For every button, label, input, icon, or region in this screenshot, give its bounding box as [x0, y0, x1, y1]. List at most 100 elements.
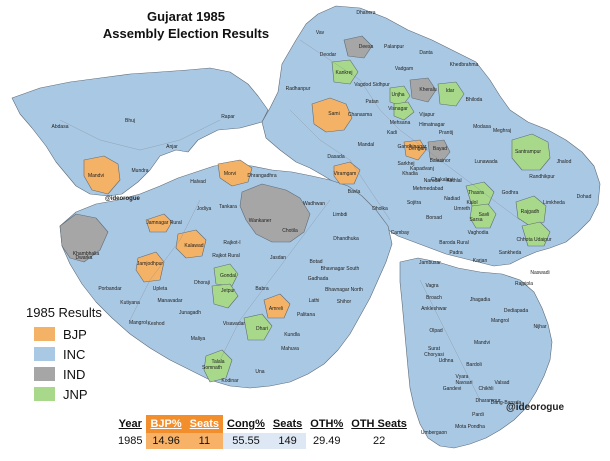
- constituency-label: Jhagadia: [470, 297, 491, 303]
- cell-oth-pct: 29.49: [313, 435, 341, 447]
- constituency-label: Maliya: [191, 336, 206, 342]
- legend-item-ind: IND: [34, 364, 102, 384]
- constituency-label: Vaghodia: [468, 230, 489, 236]
- constituency-label: Jodiya: [197, 206, 212, 212]
- watermark-large: @ideorogue: [506, 402, 565, 413]
- constituency-label: Gondal: [220, 273, 236, 279]
- constituency-label: Viramgam: [334, 171, 357, 177]
- constituency-label: Chakalasi: [431, 177, 453, 183]
- cell-cong-pct: 55.55: [223, 433, 269, 449]
- constituency-label: Prantij: [439, 130, 453, 136]
- constituency-jamjodhpur: [135, 251, 165, 283]
- constituency-label: Choryasi: [424, 352, 444, 358]
- cell-oth-seats: 22: [372, 435, 386, 447]
- constituency-amreli: [263, 293, 291, 319]
- constituency-label: Morvi: [224, 171, 236, 177]
- constituency-label: Chikhli: [478, 386, 493, 392]
- constituency-label: Lunawada: [474, 159, 497, 165]
- legend-item-bjp: BJP: [34, 324, 102, 344]
- results-header-row: Year BJP% Seats Cong% Seats OTH% OTH Sea…: [114, 415, 411, 433]
- constituency-label: Junagadh: [179, 310, 201, 316]
- constituency-label: Anjar: [166, 144, 178, 150]
- constituency-label: Navsari: [456, 380, 473, 386]
- constituency-label: Visnagar: [388, 106, 408, 112]
- constituency-label: Kankrej: [336, 70, 353, 76]
- constituency-label: Dediapada: [504, 308, 528, 314]
- constituency-label: Udhna: [439, 358, 454, 364]
- watermark-small: @ideorogue: [105, 196, 140, 202]
- constituency-label: Dasada: [327, 154, 344, 160]
- constituency-bayad: [427, 139, 451, 163]
- constituency-label: Thasra: [468, 190, 484, 196]
- constituency-label: Dhoraji: [194, 280, 210, 286]
- constituency-label: Kheralu: [419, 87, 436, 93]
- legend-item-jnp: JNP: [34, 384, 102, 404]
- constituency-label: Una: [255, 369, 264, 375]
- constituency-morvi: [217, 159, 253, 187]
- constituency-wankaner: [239, 183, 311, 243]
- constituency-label: Rapar: [221, 114, 235, 120]
- constituency-label: Vagra: [426, 283, 439, 289]
- constituency-label: Abdasa: [52, 124, 69, 130]
- constituency-label: Mangrol: [491, 318, 509, 324]
- cell-cong-seats: 149: [268, 433, 307, 449]
- legend: 1985 Results BJP INC IND JNP: [26, 305, 102, 404]
- constituency-label: Vav: [316, 30, 325, 36]
- constituency-label: Randhikpur: [529, 174, 555, 180]
- constituency-label: Kapadvanj: [410, 166, 434, 172]
- constituency-label: Baroda Rural: [439, 240, 468, 246]
- constituency-label: Jasdan: [270, 255, 286, 261]
- constituency-label: Visavadar: [223, 321, 245, 327]
- constituency-deesa: [343, 35, 373, 59]
- constituency-label: Jetpur: [221, 288, 235, 294]
- constituency-label: Surat: [428, 346, 441, 352]
- constituency-label: Halvad: [190, 179, 206, 185]
- constituency-talala: [203, 349, 233, 383]
- constituency-label: Kalawad: [184, 243, 203, 249]
- constituency-label: Amreli: [269, 306, 283, 312]
- constituency-label: Unjha: [391, 92, 404, 98]
- constituency-label: Dang-Bansda: [491, 400, 522, 406]
- constituency-label: Vijapur: [419, 112, 435, 118]
- header-cong-pct: Cong%: [227, 418, 265, 430]
- header-bjp-pct: BJP%: [146, 415, 186, 433]
- constituency-label: Kathlal: [446, 178, 461, 184]
- title-line-1: Gujarat 1985: [146, 9, 226, 24]
- constituency-label: Khedbrahma: [450, 62, 479, 68]
- constituency-label: Somnath: [202, 365, 222, 371]
- constituency-label: Limbdi: [333, 212, 348, 218]
- constituency-label: Upleta: [153, 286, 168, 292]
- legend-title: 1985 Results: [26, 305, 102, 320]
- constituency-label: Dhanera: [356, 10, 375, 16]
- constituency-label: Sami: [328, 111, 339, 117]
- constituency-label: Kodinar: [221, 378, 239, 384]
- constituency-gondal: [213, 263, 239, 287]
- constituency-label: Mangrol: [129, 320, 147, 326]
- constituency-label: Deesa: [359, 44, 374, 50]
- constituency-label: Cambay: [391, 230, 410, 236]
- constituency-label: Borsad: [426, 215, 442, 221]
- constituency-jamnagar-rural: [145, 213, 173, 233]
- cell-year: 1985: [118, 435, 143, 447]
- constituency-label: Mundra: [132, 168, 149, 174]
- header-oth-pct: OTH%: [310, 418, 344, 430]
- constituency-label: Godhra: [502, 190, 519, 196]
- constituency-label: Gandevi: [443, 386, 462, 392]
- constituency-label: Kalol: [466, 200, 477, 206]
- constituency-label: Chanasma: [348, 112, 372, 118]
- constituency-label: Olpad: [429, 328, 443, 334]
- constituency-label: Dhrangadhra: [247, 173, 276, 179]
- constituency-label: Dharampur: [475, 398, 500, 404]
- constituency-label: Manavadar: [157, 298, 182, 304]
- header-oth-seats: OTH Seats: [351, 418, 407, 430]
- constituency-label: Tankara: [219, 204, 237, 210]
- constituency-label: Balasinor: [430, 158, 451, 164]
- constituency-label: Babra: [255, 286, 269, 292]
- constituency-dhari: [243, 313, 273, 341]
- constituency-label: Mota Pondha: [455, 424, 485, 430]
- constituency-label: Jamnagar Rural: [146, 220, 182, 226]
- legend-label-bjp: BJP: [63, 326, 87, 342]
- constituency-label: Keshod: [148, 321, 165, 327]
- constituency-label: Meghraj: [493, 128, 511, 134]
- constituency-label: Dholka: [372, 206, 388, 212]
